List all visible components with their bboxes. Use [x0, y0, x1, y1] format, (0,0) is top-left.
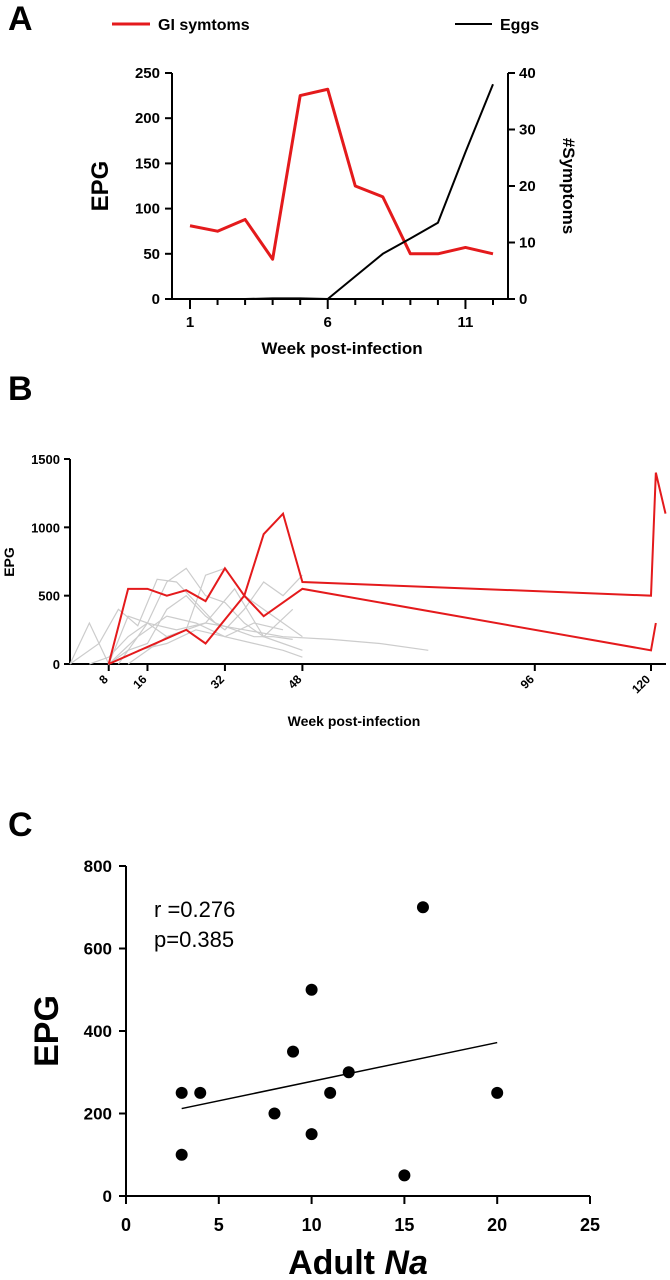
annotation-p: p=0.385	[154, 927, 234, 952]
epg-series-red	[108, 587, 657, 665]
x-tick-label-b: 32	[208, 672, 228, 692]
panel-label-c: C	[8, 806, 33, 844]
y-tick-label-a: 250	[135, 65, 160, 82]
y-tick-label-b: 0	[53, 657, 60, 672]
epg-series-grey	[137, 622, 284, 651]
panel-label-a: A	[8, 0, 33, 38]
scatter-point	[194, 1086, 207, 1099]
x-tick-label-c: 5	[214, 1215, 224, 1235]
y-tick-label-b: 1000	[31, 520, 60, 535]
epg-series-grey	[108, 574, 303, 665]
scatter-point	[175, 1086, 188, 1099]
x-tick-label-a: 6	[324, 314, 332, 331]
y-tick-label-c: 200	[84, 1105, 112, 1124]
panel-b-series	[69, 472, 667, 666]
regression-line	[181, 1041, 498, 1110]
y-tick-label-c: 600	[84, 940, 112, 959]
panel-b-ticks: 0 500 1000 1500 8 16 32 48 96 120	[31, 452, 653, 696]
y2-tick-label-a: 40	[519, 65, 536, 82]
y-tick-label-b: 500	[38, 589, 60, 604]
scatter-point	[175, 1148, 188, 1161]
y-tick-label-a: 50	[143, 246, 160, 263]
epg-series-grey	[69, 578, 293, 665]
x-tick-label-c: 15	[394, 1215, 414, 1235]
panel-b: B 0 500 1000 1500 8 16 32 48 96 120 EPG Week post…	[1, 370, 667, 729]
x-tick-label-c: 10	[302, 1215, 322, 1235]
panel-c-ticks: 0 200 400 600 800 0 5 10 15 20 25	[84, 857, 600, 1235]
x-axis-label-a: Week post-infection	[261, 339, 422, 358]
y2-tick-label-a: 10	[519, 235, 536, 252]
eggs-line	[190, 83, 494, 300]
scatter-point	[491, 1086, 504, 1099]
epg-series-grey	[127, 622, 429, 665]
epg-series-grey	[69, 567, 303, 666]
y-tick-label-c: 800	[84, 857, 112, 876]
x-tick-label-b: 96	[518, 672, 538, 692]
panel-label-b: B	[8, 370, 33, 408]
x-axis-label-c: Adult Na	[288, 1244, 428, 1280]
legend-label-eggs: Eggs	[500, 17, 539, 34]
x-axis-label-b: Week post-infection	[288, 713, 421, 729]
x-axis-label-c-italic: Na	[384, 1244, 427, 1280]
gi-symptoms-line	[189, 87, 494, 261]
y-axis-label-b: EPG	[1, 547, 17, 577]
scatter-point	[398, 1169, 411, 1182]
y-axis-label-c: EPG	[28, 995, 66, 1067]
panel-a: A GI symtoms Eggs 0 50 100 150 200 250 0 10 20 30…	[8, 0, 578, 358]
y-tick-label-a: 100	[135, 201, 160, 218]
x-tick-label-a: 1	[186, 314, 194, 331]
x-tick-label-b: 8	[96, 672, 111, 687]
y2-tick-label-a: 0	[519, 291, 527, 308]
x-tick-label-c: 20	[487, 1215, 507, 1235]
epg-series-grey	[108, 615, 303, 665]
panel-a-ticks: 0 50 100 150 200 250 0 10 20 30 40 1 6 11	[135, 65, 536, 331]
y-tick-label-a: 150	[135, 155, 160, 172]
y2-axis-label-a: #Symptoms	[559, 138, 578, 234]
x-tick-label-c: 25	[580, 1215, 600, 1235]
y2-tick-label-a: 30	[519, 122, 536, 139]
x-tick-label-c: 0	[121, 1215, 131, 1235]
y-tick-label-a: 200	[135, 110, 160, 127]
scatter-point	[305, 983, 318, 996]
panel-c-marks	[175, 901, 504, 1182]
x-tick-label-b: 48	[285, 672, 305, 692]
y-tick-label-c: 400	[84, 1022, 112, 1041]
scatter-point	[305, 1128, 318, 1141]
x-tick-label-a: 11	[458, 314, 474, 331]
x-tick-label-b: 16	[130, 672, 150, 692]
scatter-point	[324, 1086, 337, 1099]
panel-a-series	[189, 83, 494, 300]
scatter-point	[268, 1107, 281, 1120]
y-tick-label-c: 0	[103, 1187, 112, 1206]
y-tick-label-b: 1500	[31, 452, 60, 467]
y-axis-label-a: EPG	[87, 161, 114, 212]
epg-series-grey	[89, 567, 303, 665]
panel-c: C 0 200 400 600 800 0 5 10 15 20 25 r =0.276 p=0.3…	[8, 806, 600, 1280]
scatter-point	[287, 1045, 300, 1058]
x-tick-label-b: 120	[629, 672, 653, 696]
y-tick-label-a: 0	[152, 291, 160, 308]
epg-series-red	[107, 472, 667, 665]
x-axis-label-c-main: Adult	[288, 1244, 384, 1280]
scatter-point	[416, 901, 429, 914]
scatter-point	[342, 1066, 355, 1079]
y2-tick-label-a: 20	[519, 178, 536, 195]
legend-label-gi: GI symtoms	[158, 17, 250, 34]
annotation-r: r =0.276	[154, 897, 235, 922]
